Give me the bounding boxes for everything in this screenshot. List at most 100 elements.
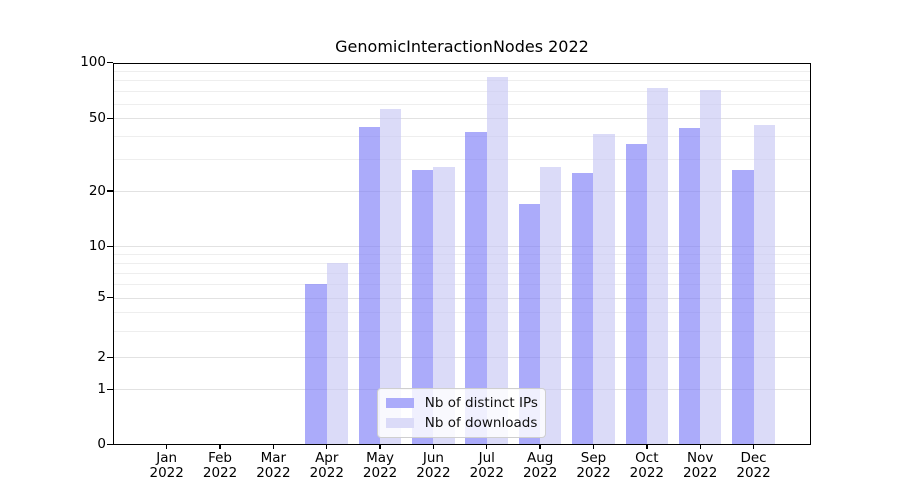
x-tick-mark	[219, 444, 221, 450]
x-tick-year: 2022	[469, 465, 504, 481]
bar-downloads-sep	[593, 134, 615, 445]
legend-label-distinct-ips: Nb of distinct IPs	[424, 395, 538, 411]
x-tick-mark	[592, 444, 595, 450]
x-tick-label: Dec 2022	[722, 451, 786, 481]
x-tick-month: Oct	[635, 450, 659, 466]
x-tick-month: Feb	[208, 450, 232, 466]
x-tick-mark	[646, 444, 648, 450]
x-tick-year: 2022	[683, 465, 718, 481]
gridline-minor	[113, 254, 811, 256]
bar-distinct-ips-jul	[465, 132, 487, 445]
x-tick-label: Aug 2022	[508, 451, 572, 481]
gridline-major	[113, 357, 811, 359]
gridline-minor	[113, 135, 811, 137]
x-tick-mark	[699, 444, 701, 450]
gridline-major	[113, 297, 811, 299]
x-tick-year: 2022	[202, 465, 238, 481]
bar-downloads-oct	[646, 87, 669, 445]
gridline-major	[113, 118, 811, 120]
x-tick-year: 2022	[576, 465, 611, 481]
y-tick-label: 50	[88, 109, 106, 126]
x-tick-year: 2022	[362, 465, 398, 481]
x-tick-label: Nov 2022	[668, 451, 732, 481]
bar-distinct-ips-oct	[625, 144, 647, 445]
x-tick-mark	[166, 444, 168, 450]
gridline-minor	[113, 330, 811, 332]
x-tick-year: 2022	[149, 465, 184, 481]
y-tick-label: 5	[97, 289, 106, 306]
x-tick-year: 2022	[309, 465, 344, 481]
x-tick-label: Mar 2022	[241, 451, 305, 481]
y-tick-mark	[106, 297, 114, 299]
x-tick-mark	[539, 444, 541, 450]
x-tick-mark	[379, 444, 381, 450]
x-tick-month: Aug	[526, 450, 554, 466]
x-tick-label: Apr 2022	[295, 451, 359, 481]
x-tick-year: 2022	[736, 465, 771, 481]
legend-item-downloads: Nb of downloads	[385, 415, 538, 431]
gridline-minor	[113, 312, 811, 314]
y-tick-label: 0	[97, 436, 106, 453]
x-tick-month: Jul	[478, 450, 495, 466]
x-tick-mark	[486, 444, 488, 450]
legend-label-downloads: Nb of downloads	[424, 415, 538, 431]
bar-distinct-ips-sep	[572, 173, 594, 445]
bar-downloads-jun	[433, 167, 455, 445]
gridline-major	[113, 191, 811, 193]
x-tick-month: Dec	[740, 450, 767, 466]
y-tick-mark	[106, 117, 114, 119]
bar-distinct-ips-jun	[412, 170, 434, 445]
bar-distinct-ips-aug	[518, 204, 541, 445]
x-tick-label: Jun 2022	[401, 451, 465, 481]
bar-downloads-dec	[753, 124, 775, 445]
chart-title: GenomicInteractionNodes 2022	[335, 37, 589, 56]
bar-downloads-jul	[486, 76, 509, 445]
gridline-major	[113, 246, 811, 248]
legend: Nb of distinct IPs Nb of downloads	[376, 388, 546, 438]
y-tick-label: 1	[97, 380, 106, 397]
y-tick-mark	[106, 61, 114, 64]
y-tick-mark	[106, 245, 114, 247]
gridline-minor	[113, 91, 811, 93]
y-tick-mark	[106, 444, 114, 446]
x-tick-label: Feb 2022	[188, 451, 252, 481]
bar-distinct-ips-dec	[732, 170, 754, 445]
bar-downloads-apr	[326, 262, 349, 445]
gridline-minor	[113, 272, 811, 274]
x-tick-month: Sep	[580, 450, 607, 466]
y-tick-mark	[106, 356, 114, 358]
bar-distinct-ips-nov	[678, 128, 701, 445]
legend-item-distinct-ips: Nb of distinct IPs	[385, 395, 538, 411]
x-tick-month: Apr	[315, 450, 339, 466]
bar-distinct-ips-apr	[305, 284, 327, 445]
bar-downloads-aug	[540, 167, 562, 445]
x-tick-year: 2022	[416, 465, 451, 481]
gridline-minor	[113, 80, 811, 82]
x-tick-label: Sep 2022	[562, 451, 626, 481]
x-tick-month: May	[366, 450, 395, 466]
y-tick-mark	[106, 190, 114, 192]
x-tick-year: 2022	[522, 465, 558, 481]
gridline-minor	[113, 103, 811, 105]
x-tick-year: 2022	[256, 465, 291, 481]
x-tick-mark	[326, 444, 328, 450]
legend-swatch-downloads	[385, 417, 414, 429]
x-tick-month: Jan	[156, 450, 178, 466]
x-tick-mark	[752, 444, 755, 450]
y-tick-label: 2	[97, 348, 106, 365]
legend-swatch-distinct-ips	[385, 397, 414, 409]
gridline-minor	[113, 70, 811, 72]
y-tick-label: 20	[88, 182, 106, 199]
x-tick-month: Nov	[687, 450, 714, 466]
bar-downloads-may	[380, 109, 402, 445]
gridline-minor	[113, 262, 811, 264]
x-tick-year: 2022	[629, 465, 665, 481]
y-tick-label: 10	[88, 237, 106, 254]
y-tick-mark	[106, 388, 114, 390]
x-tick-mark	[432, 444, 435, 450]
plot-area: Nb of distinct IPs Nb of downloads	[113, 62, 811, 445]
y-tick-label: 100	[80, 54, 106, 70]
x-tick-mark	[272, 444, 275, 450]
x-tick-month: Jun	[422, 450, 444, 466]
